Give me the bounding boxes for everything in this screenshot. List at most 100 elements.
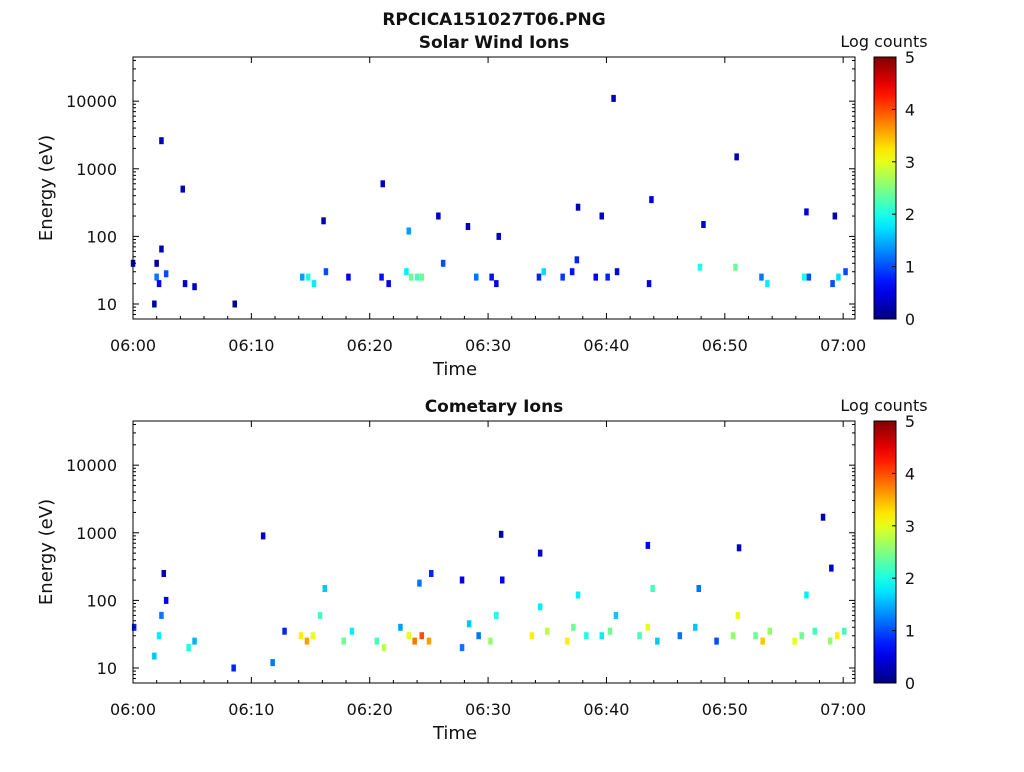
data-cell: [804, 208, 809, 216]
data-cell: [414, 273, 420, 281]
y-tick-label: 10: [97, 659, 117, 678]
data-cell: [408, 273, 414, 281]
colorbar-tick-label: 0: [905, 674, 915, 693]
data-cell: [412, 637, 417, 645]
data-cell: [380, 180, 385, 188]
data-cell: [693, 623, 698, 631]
data-cell: [500, 576, 505, 584]
data-cell: [571, 623, 576, 631]
x-tick-label: 06:40: [583, 336, 629, 355]
data-cell: [260, 532, 266, 540]
data-cell: [317, 611, 323, 619]
data-cell: [152, 652, 157, 660]
data-cell: [767, 627, 772, 635]
colorbar-label: Log counts: [840, 32, 927, 51]
data-cell: [180, 185, 185, 193]
data-cell: [637, 632, 642, 640]
y-tick-label: 1000: [76, 524, 117, 543]
colorbar: [873, 420, 897, 684]
data-cell: [496, 232, 501, 240]
data-cell: [159, 137, 164, 145]
data-cell: [537, 603, 543, 611]
colorbar-tick-label: 4: [905, 464, 915, 483]
data-cell: [804, 591, 809, 599]
data-cell: [649, 196, 654, 204]
data-cell: [529, 632, 535, 640]
data-cell: [593, 273, 598, 281]
data-cell: [537, 549, 543, 557]
data-cell: [655, 637, 660, 645]
data-cell: [404, 268, 409, 276]
data-cell: [154, 259, 159, 267]
data-cell: [436, 212, 441, 220]
data-cell: [760, 637, 765, 645]
data-cell: [379, 273, 384, 281]
data-cell: [386, 280, 391, 288]
x-axis-label: Time: [432, 723, 477, 744]
colorbar-tick-label: 3: [905, 153, 915, 172]
data-cell: [714, 637, 719, 645]
cometary-ions-panel: Cometary Ions 06:00 06:10 06:20 06:30 06:40 06…: [36, 396, 928, 744]
x-tick-label: 06:00: [110, 336, 156, 355]
data-cell: [323, 268, 329, 276]
data-cell: [159, 245, 164, 253]
data-cell: [349, 627, 355, 635]
data-cell: [459, 576, 465, 584]
x-tick-label: 06:30: [465, 700, 511, 719]
data-cell: [374, 637, 380, 645]
data-cell: [812, 627, 817, 635]
data-cell: [753, 632, 758, 640]
panel-title: Cometary Ions: [425, 397, 564, 417]
data-cell: [311, 280, 317, 288]
data-cell: [735, 611, 741, 619]
data-cell: [650, 585, 655, 592]
plot-frame: [132, 56, 856, 320]
data-cell: [696, 585, 701, 592]
data-cell: [154, 273, 159, 281]
colorbar-tick-label: 1: [905, 622, 915, 641]
data-cell: [830, 280, 835, 288]
data-cell: [697, 263, 703, 271]
data-cell: [310, 632, 316, 640]
data-cell: [322, 585, 327, 592]
data-cell: [466, 620, 472, 628]
data-cell: [646, 280, 652, 288]
data-cell: [498, 530, 504, 538]
data-cell: [429, 570, 434, 577]
x-tick-label: 06:40: [583, 700, 629, 719]
data-cell: [565, 637, 570, 645]
data-cell: [270, 659, 275, 667]
data-cell: [182, 280, 188, 288]
x-tick-label: 06:50: [702, 336, 748, 355]
colorbar-label: Log counts: [840, 396, 927, 415]
data-cell: [426, 637, 432, 645]
data-cell: [300, 273, 305, 281]
colorbar-tick-label: 3: [905, 517, 915, 536]
data-cell: [827, 637, 833, 645]
x-tick-label: 06:10: [228, 336, 274, 355]
data-cell: [192, 283, 197, 291]
data-cell: [836, 273, 841, 281]
data-cell: [186, 644, 191, 652]
data-cell: [843, 268, 848, 276]
x-axis-label: Time: [432, 359, 477, 380]
data-cell: [298, 632, 304, 640]
data-cell: [536, 273, 542, 281]
data-cell: [736, 544, 742, 552]
plot-frame: [132, 420, 856, 684]
colorbar-tick-label: 2: [905, 569, 915, 588]
solar-wind-panel: Solar Wind Ions 06:00 06:10 06:20 06:30 06:40…: [36, 32, 928, 380]
colorbar-tick-label: 0: [905, 310, 915, 329]
data-cell: [161, 570, 166, 577]
spectrogram-cells: [131, 513, 847, 672]
data-cell: [730, 632, 736, 640]
data-cell: [417, 579, 422, 587]
data-cell: [341, 637, 346, 645]
data-cell: [645, 541, 651, 549]
y-axis-label: Energy (eV): [36, 135, 57, 241]
data-cell: [835, 632, 840, 640]
data-cell: [541, 268, 546, 276]
data-cell: [832, 212, 838, 220]
data-cell: [459, 644, 465, 652]
